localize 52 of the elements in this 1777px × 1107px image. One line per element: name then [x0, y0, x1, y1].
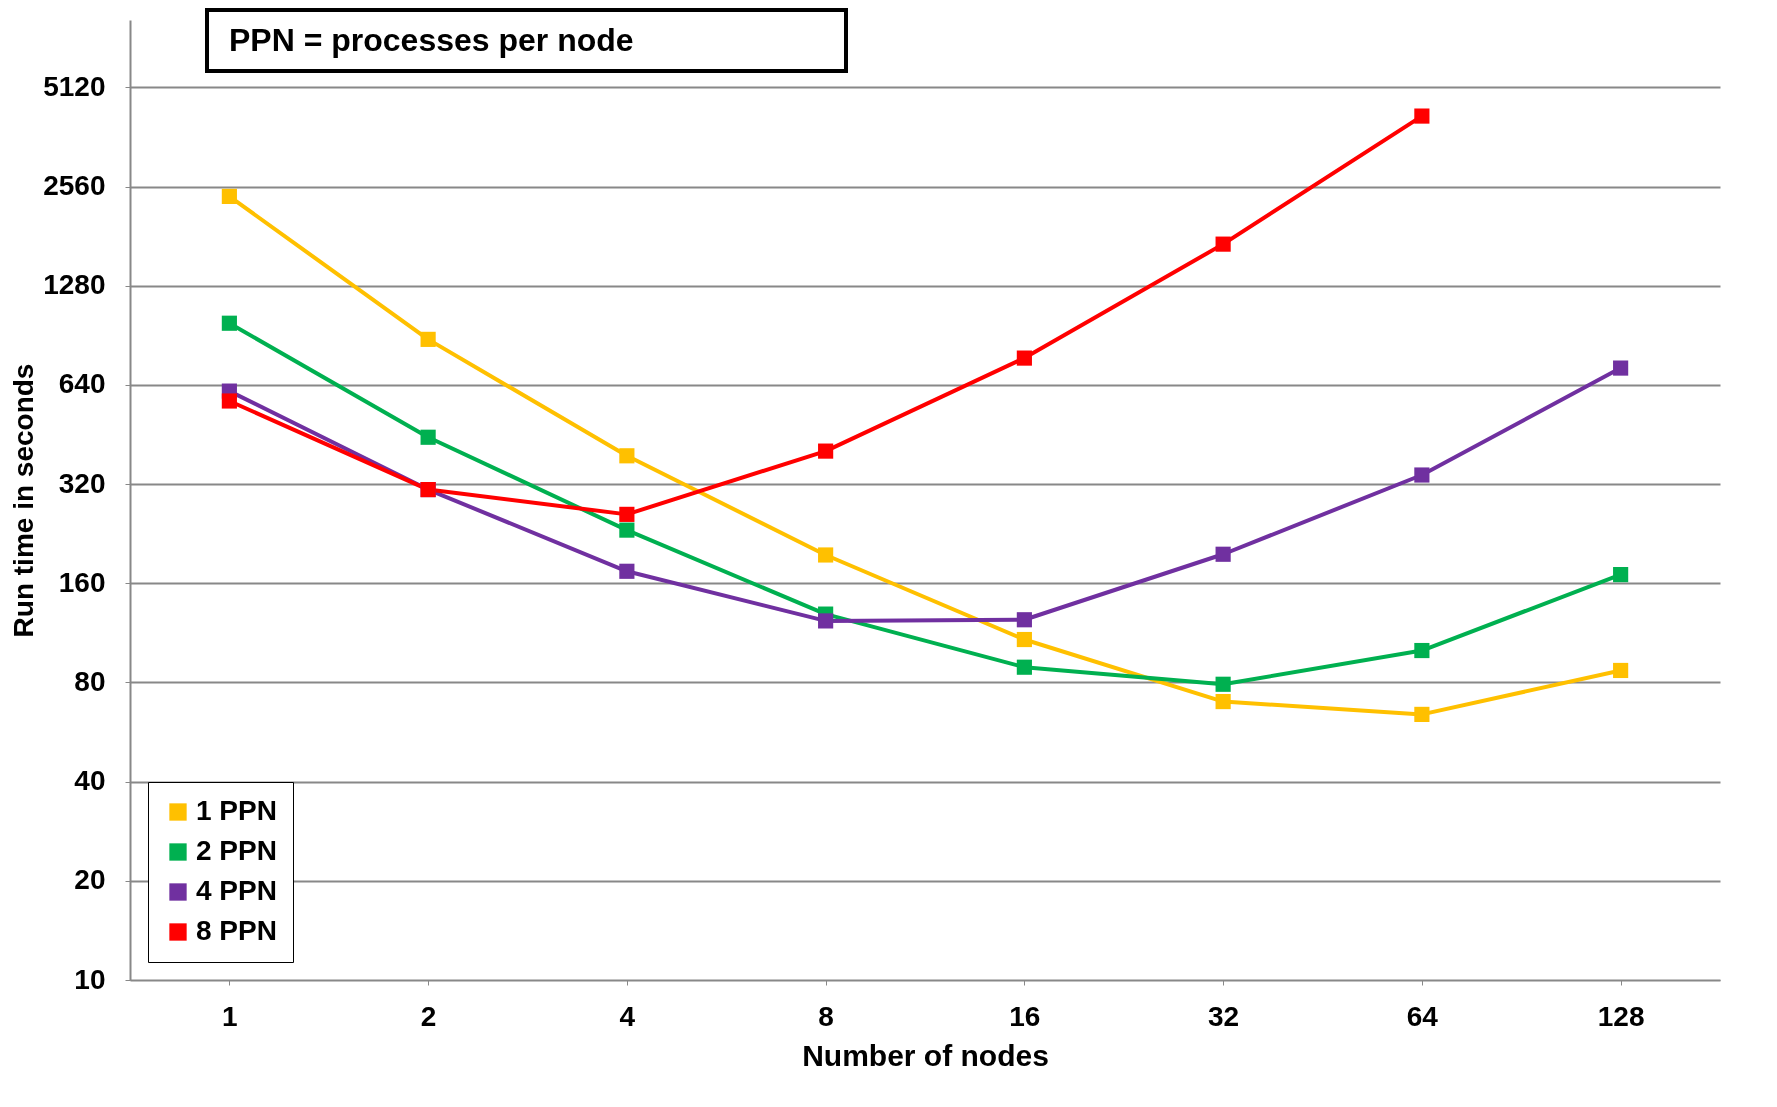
y-tick-label: 10 — [74, 963, 106, 995]
x-tick-label: 32 — [1208, 1000, 1240, 1032]
x-tick-label: 64 — [1406, 1000, 1439, 1032]
point — [818, 613, 834, 629]
y-tick-label: 2560 — [43, 170, 106, 202]
point — [818, 443, 834, 459]
y-tick-label: 320 — [58, 467, 106, 499]
point — [1613, 360, 1629, 376]
legend-label: 4 PPN — [196, 875, 277, 906]
point — [1414, 706, 1430, 722]
y-tick-label: 40 — [74, 765, 106, 797]
point — [1016, 659, 1032, 675]
point — [1016, 612, 1032, 628]
point — [1613, 662, 1629, 679]
legend-label: 1 PPN — [196, 795, 277, 826]
point — [221, 315, 237, 331]
point — [221, 393, 237, 409]
point — [420, 331, 436, 347]
y-tick-label: 1280 — [43, 269, 106, 301]
point — [221, 188, 237, 204]
point — [1215, 236, 1231, 252]
chart-title: PPN = processes per node — [205, 8, 848, 73]
point — [1613, 567, 1629, 583]
point — [1414, 642, 1430, 659]
x-axis-title: Number of nodes — [802, 1038, 1049, 1072]
x-tick-label: 8 — [818, 1000, 834, 1032]
x-tick-label: 1 — [222, 1000, 238, 1032]
y-tick-label: 5120 — [43, 70, 106, 102]
point — [1016, 631, 1032, 648]
x-tick-label: 2 — [420, 1000, 437, 1032]
point — [619, 506, 635, 522]
point — [1215, 546, 1231, 562]
point — [1215, 693, 1231, 710]
legend-label: 8 PPN — [196, 915, 277, 946]
x-tick-label: 4 — [619, 1000, 636, 1032]
y-tick-label: 640 — [58, 368, 106, 400]
point — [1414, 467, 1430, 483]
y-tick-label: 80 — [74, 665, 106, 697]
point — [1215, 676, 1231, 692]
point — [420, 429, 436, 445]
y-axis-title: Run time in seconds — [8, 363, 40, 638]
point — [619, 522, 635, 538]
point — [619, 563, 635, 579]
point — [619, 448, 635, 464]
y-tick-label: 160 — [58, 566, 106, 598]
point — [1016, 350, 1032, 366]
x-tick-label: 16 — [1009, 1000, 1041, 1032]
legend-label: 2 PPN — [196, 835, 277, 866]
x-tick-label: 128 — [1597, 1000, 1645, 1032]
y-tick-label: 20 — [74, 864, 106, 896]
point — [818, 547, 834, 563]
point — [1414, 108, 1430, 124]
